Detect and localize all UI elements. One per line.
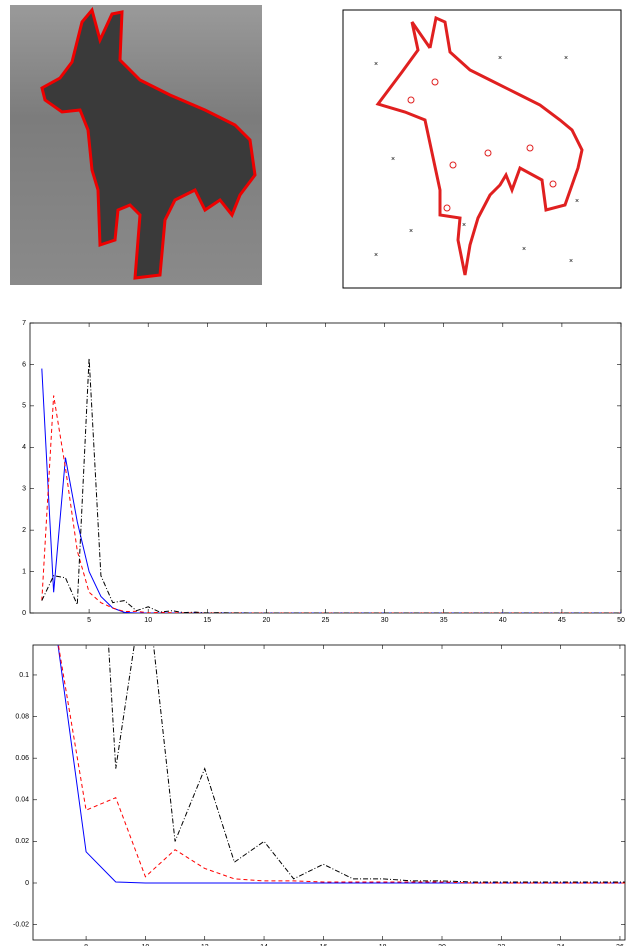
- svg-text:×: ×: [564, 55, 568, 62]
- x-tick-label: 8: [84, 944, 88, 946]
- svg-text:×: ×: [522, 246, 526, 253]
- svg-text:×: ×: [374, 61, 378, 68]
- y-tick-label: 7: [22, 320, 26, 327]
- x-tick-label: 5: [87, 617, 91, 624]
- x-tick-label: 12: [201, 944, 209, 946]
- contour-crosses: × × × × × × × × × ×: [374, 55, 579, 265]
- series-line: [57, 645, 625, 884]
- svg-text:×: ×: [391, 156, 395, 163]
- y-tick-label: 4: [22, 444, 26, 451]
- x-tick-label: 22: [497, 944, 505, 946]
- y-tick-label: 0.06: [15, 755, 29, 762]
- x-tick-label: 20: [263, 617, 271, 624]
- series-line: [108, 645, 625, 883]
- x-tick-label: 30: [381, 617, 389, 624]
- contour-frame: [342, 9, 622, 289]
- x-tick-label: 16: [319, 944, 327, 946]
- svg-text:×: ×: [575, 198, 579, 205]
- y-tick-label: 0: [22, 610, 26, 617]
- x-tick-label: 25: [322, 617, 330, 624]
- svg-text:×: ×: [374, 252, 378, 259]
- x-tick-label: 10: [142, 944, 150, 946]
- x-tick-label: 24: [557, 944, 565, 946]
- svg-text:×: ×: [569, 258, 573, 265]
- y-tick-label: 0.1: [19, 672, 29, 679]
- series-line: [41, 368, 621, 613]
- x-tick-label: 40: [499, 617, 507, 624]
- y-tick-label: 0: [25, 880, 29, 887]
- svg-text:×: ×: [409, 228, 413, 235]
- y-tick-label: 3: [22, 486, 26, 493]
- x-tick-label: 14: [260, 944, 268, 946]
- series-group: [57, 645, 625, 884]
- y-tick-label: 6: [22, 361, 26, 368]
- y-tick-label: 5: [22, 403, 26, 410]
- svg-text:×: ×: [498, 55, 502, 62]
- segmentation-outline: [40, 6, 257, 280]
- contour-panel: × × × × × × × × × ×: [342, 9, 622, 289]
- svg-text:×: ×: [462, 222, 466, 229]
- contour-markers: [407, 78, 557, 212]
- x-tick-label: 20: [438, 944, 446, 946]
- series-line: [57, 645, 625, 884]
- y-tick-label: -0.02: [13, 921, 29, 928]
- x-tick-label: 10: [144, 617, 152, 624]
- x-tick-label: 26: [616, 944, 624, 946]
- contour-line: [375, 15, 584, 276]
- plot-frame: [32, 644, 626, 941]
- x-tick-label: 35: [440, 617, 448, 624]
- x-tick-label: 15: [203, 617, 211, 624]
- y-tick-label: 1: [22, 568, 26, 575]
- plot-frame: [29, 322, 622, 614]
- photo-panel: [10, 5, 262, 285]
- x-tick-label: 18: [379, 944, 387, 946]
- y-tick-label: 0.08: [15, 713, 29, 720]
- series-line: [41, 358, 621, 613]
- y-tick-label: 0.04: [15, 797, 29, 804]
- y-tick-label: 0.02: [15, 838, 29, 845]
- series-group: [41, 358, 621, 613]
- x-tick-label: 45: [558, 617, 566, 624]
- y-tick-label: 2: [22, 527, 26, 534]
- x-tick-label: 50: [617, 617, 625, 624]
